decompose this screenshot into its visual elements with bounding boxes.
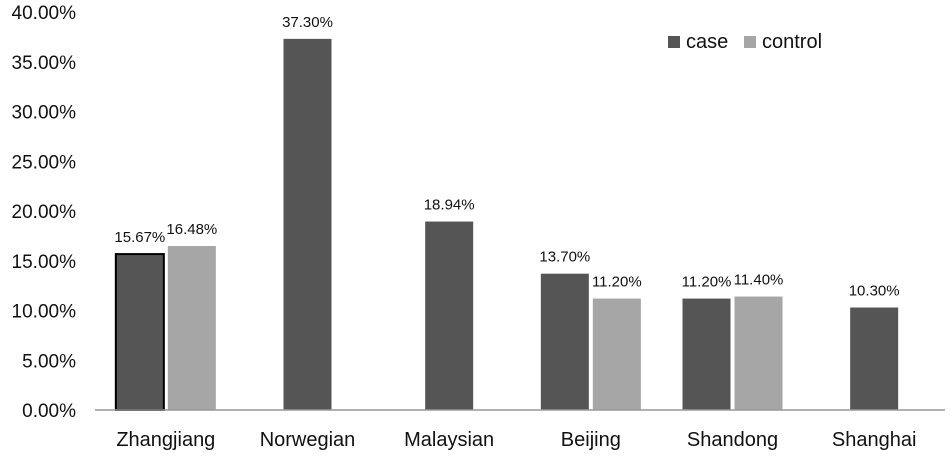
y-tick-label: 30.00% (12, 103, 77, 124)
x-category-label: Norwegian (260, 429, 356, 451)
x-category-label: Malaysian (404, 429, 494, 451)
bar-control (167, 246, 216, 410)
bar-case (540, 273, 589, 410)
legend: case control (668, 31, 822, 53)
data-label: 15.67% (114, 229, 165, 246)
bar-case (682, 298, 731, 410)
x-category-label: Shandong (687, 429, 778, 451)
bars (114, 38, 899, 411)
bar-case (425, 221, 474, 410)
legend-label-case: case (686, 31, 728, 53)
x-category-label: Shanghai (832, 429, 917, 451)
y-tick-label: 25.00% (12, 152, 77, 173)
data-label: 11.20% (592, 274, 642, 291)
y-tick-label: 10.00% (12, 302, 77, 323)
data-label: 13.70% (539, 249, 590, 266)
data-label: 10.30% (849, 283, 900, 300)
y-tick-label: 20.00% (12, 202, 77, 223)
y-tick-label: 0.00% (22, 401, 76, 422)
y-tick-label: 15.00% (12, 252, 77, 273)
x-axis: Zhangjiang Norwegian Malaysian Beijing Shand… (95, 409, 945, 451)
bar-control (734, 296, 783, 410)
x-category-label: Zhangjiang (116, 429, 215, 451)
y-axis: 0.00% 5.00% 10.00% 15.00% 20.00% 25.00% 30.00%… (12, 3, 77, 422)
x-category-label: Beijing (561, 429, 621, 451)
y-tick-label: 35.00% (12, 53, 77, 74)
legend-swatch-case (668, 36, 680, 48)
bar-case (283, 38, 332, 411)
bar-control (592, 298, 641, 410)
y-tick-label: 40.00% (12, 3, 77, 24)
legend-label-control: control (762, 31, 822, 53)
bar-case (114, 253, 165, 411)
legend-swatch-control (744, 36, 756, 48)
data-labels: 15.67% 16.48%37.30%18.94%13.70%11.20% 11.2… (114, 14, 899, 300)
data-label: 37.30% (282, 14, 333, 31)
data-label: 11.20% (682, 274, 732, 291)
data-label: 11.40% (734, 272, 784, 289)
data-label: 18.94% (424, 197, 475, 214)
bar-case (850, 307, 899, 410)
data-label: 16.48% (166, 221, 217, 238)
y-tick-label: 5.00% (22, 351, 76, 372)
